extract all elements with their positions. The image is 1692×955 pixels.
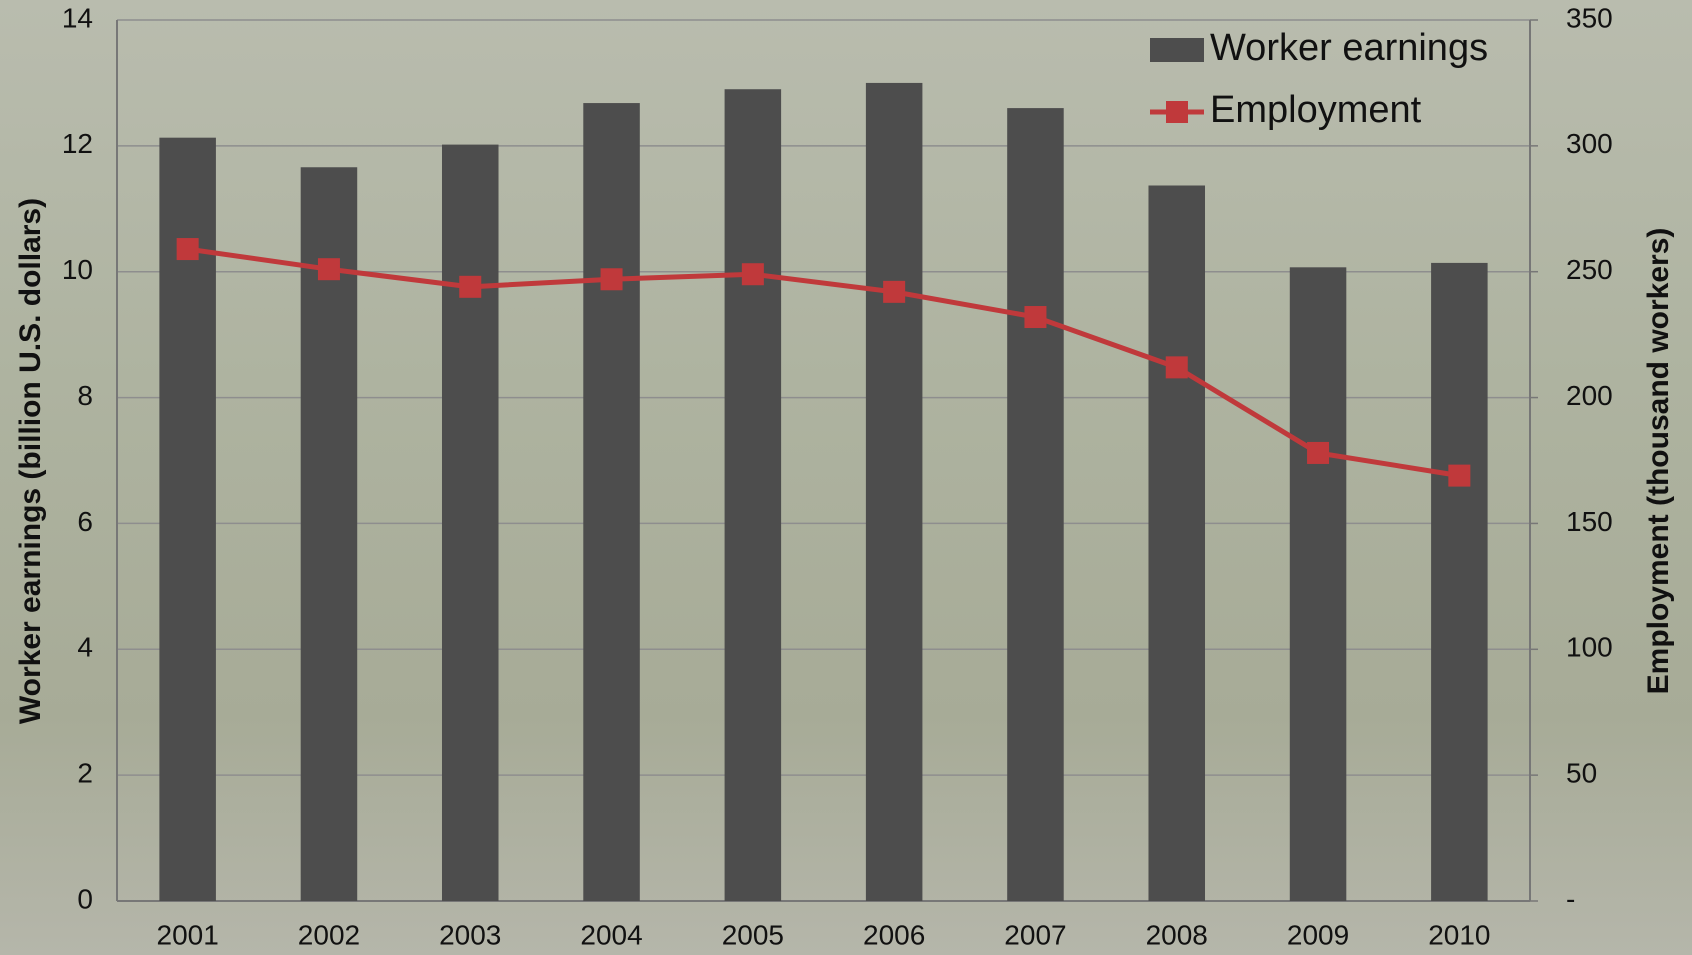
y2-tick-label: 50 — [1566, 758, 1597, 789]
y-axis-title: Worker earnings (billion U.S. dollars) — [14, 198, 47, 724]
bar — [1007, 108, 1064, 902]
legend-swatch — [1150, 38, 1204, 62]
y2-tick-label: 300 — [1566, 128, 1613, 159]
line-marker — [883, 280, 906, 303]
legend-swatch — [1166, 101, 1188, 123]
bar — [159, 137, 216, 902]
line-marker — [1024, 306, 1047, 329]
line-marker — [741, 263, 764, 286]
line-marker — [1307, 441, 1330, 464]
y2-axis-title: Employment (thousand workers) — [1642, 228, 1675, 695]
line-marker — [1165, 356, 1188, 379]
x-tick-label: 2003 — [439, 919, 501, 950]
line-marker — [317, 258, 340, 281]
line-marker — [1448, 464, 1471, 487]
bar — [865, 82, 923, 901]
bar — [300, 167, 358, 901]
y-tick-label: 8 — [77, 380, 93, 411]
x-tick-label: 2008 — [1146, 919, 1208, 950]
line-marker — [600, 268, 623, 291]
y-tick-label: 12 — [62, 128, 93, 159]
y-tick-label: 6 — [77, 506, 93, 537]
y2-tick-label: - — [1566, 883, 1575, 914]
x-tick-label: 2006 — [863, 919, 925, 950]
line — [187, 246, 1460, 479]
y2-tick-label: 200 — [1566, 380, 1613, 411]
x-tick-label: 2005 — [722, 919, 784, 950]
y2-tick-label: 150 — [1566, 506, 1613, 537]
y2-tick-label: 100 — [1566, 632, 1613, 663]
bar — [583, 103, 640, 901]
x-tick-label: 2004 — [580, 919, 642, 950]
x-tick-label: 2010 — [1428, 919, 1490, 950]
bar — [1289, 267, 1347, 901]
legend-label: Employment — [1210, 89, 1422, 131]
line-marker — [176, 238, 199, 261]
y-tick-label: 2 — [77, 758, 93, 789]
y2-tick-label: 250 — [1566, 254, 1613, 285]
legend-label: Worker earnings — [1210, 27, 1488, 69]
line-marker — [459, 275, 482, 298]
y-tick-label: 4 — [77, 632, 93, 663]
bar — [1431, 262, 1488, 901]
bar — [1148, 185, 1206, 901]
bar — [441, 144, 499, 901]
y-tick-label: 14 — [62, 2, 93, 33]
y2-tick-label: 350 — [1566, 2, 1613, 33]
y-tick-label: 10 — [62, 254, 93, 285]
bar — [724, 89, 782, 901]
x-tick-label: 2002 — [298, 919, 360, 950]
x-tick-label: 2009 — [1287, 919, 1349, 950]
y-tick-label: 0 — [77, 883, 93, 914]
x-tick-label: 2001 — [157, 919, 219, 950]
x-tick-label: 2007 — [1004, 919, 1066, 950]
